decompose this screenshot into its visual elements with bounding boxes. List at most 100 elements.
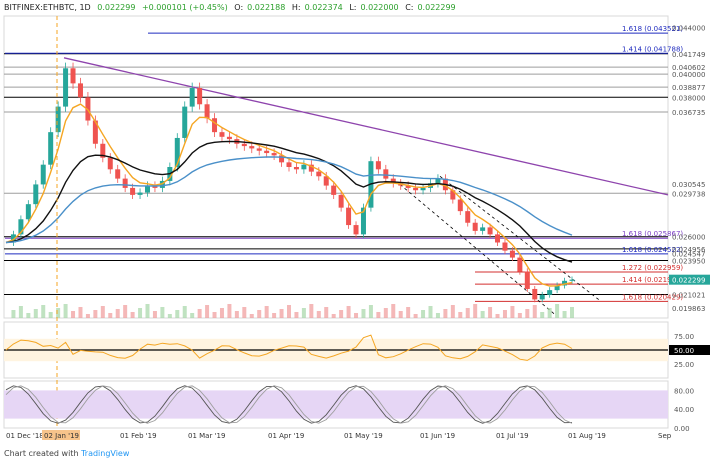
candle-body xyxy=(465,211,471,223)
stoch-axis-tick: 80.00 xyxy=(674,387,694,395)
ema-50-line xyxy=(5,140,573,263)
candle-body xyxy=(420,187,426,191)
volume-bar xyxy=(26,313,31,318)
volume-bar xyxy=(205,305,210,318)
candle-body xyxy=(77,83,83,98)
candle-body xyxy=(293,167,299,170)
tradingview-logo[interactable]: TradingView xyxy=(81,449,130,458)
price-axis-tick: 0.041749 xyxy=(672,51,705,59)
volume-bar xyxy=(18,306,23,318)
candle-body xyxy=(346,207,352,226)
candle-body xyxy=(554,285,560,291)
candle-body xyxy=(92,120,98,144)
ohlc-high: 0.022374 xyxy=(304,3,343,12)
candle-body xyxy=(323,176,329,186)
last-price: 0.022299 xyxy=(97,3,136,12)
fib-level-label: 1.618 (0.043521) xyxy=(622,25,683,33)
candle-body xyxy=(204,104,210,119)
volume-bar xyxy=(488,307,493,318)
price-axis-tick: 0.040602 xyxy=(672,64,705,72)
volume-bar xyxy=(346,306,351,318)
x-axis-tick: 01 Mar '19 xyxy=(188,432,225,440)
candle-body xyxy=(85,97,91,121)
volume-bar xyxy=(510,306,515,318)
volume-bar xyxy=(354,313,359,318)
price-axis-tick: 0.036735 xyxy=(672,109,705,117)
price-axis-tick: 0.030545 xyxy=(672,181,705,189)
price-axis-tick: 0.044000 xyxy=(672,25,705,33)
volume-bar xyxy=(85,314,90,318)
volume-bar xyxy=(33,309,38,318)
volume-bar xyxy=(130,312,135,318)
candle-body xyxy=(115,169,121,179)
candle-body xyxy=(10,234,16,243)
candle-body xyxy=(40,164,46,185)
ohlc-low-label: L: xyxy=(349,3,357,12)
price-axis-tick: 0.024547 xyxy=(672,251,705,259)
candle-body xyxy=(182,106,188,138)
candle-body xyxy=(517,257,523,272)
volume-bar xyxy=(212,312,217,318)
volume-bar xyxy=(331,314,336,318)
volume-bar xyxy=(219,308,224,318)
rsi-axis-tick: 75.00 xyxy=(674,333,694,341)
candle-body xyxy=(219,132,225,137)
volume-bar xyxy=(398,311,403,318)
volume-bar xyxy=(450,305,455,318)
volume-bar xyxy=(570,307,574,318)
volume-bar xyxy=(175,310,180,318)
volume-bar xyxy=(413,314,418,318)
rsi-axis-tick: 25.00 xyxy=(674,361,694,369)
candle-body xyxy=(457,199,463,212)
symbol-label[interactable]: BITFINEX:ETHBTC, 1D xyxy=(4,3,91,12)
stoch-axis-tick: 40.00 xyxy=(674,406,694,414)
volume-bar xyxy=(152,311,157,318)
volume-bar xyxy=(383,308,388,318)
candle-body xyxy=(450,190,456,200)
candle-body xyxy=(532,288,538,300)
candle-body xyxy=(279,155,285,163)
volume-bar xyxy=(376,312,381,318)
candle-body xyxy=(487,227,493,235)
x-axis-tick: 01 Apr '19 xyxy=(268,432,304,440)
price-axis-tick: 0.021021 xyxy=(672,292,705,300)
price-change: +0.000101 (+0.45%) xyxy=(141,3,228,12)
volume-bar xyxy=(123,305,128,318)
candle-body xyxy=(390,178,396,184)
stoch-k-line xyxy=(5,385,573,424)
ohlc-open-label: O: xyxy=(234,3,244,12)
candle-body xyxy=(383,169,389,179)
volume-bar xyxy=(78,307,83,318)
volume-bar xyxy=(361,309,366,318)
volume-bar xyxy=(287,305,291,318)
volume-bar xyxy=(41,305,46,318)
price-axis-tick: 0.029738 xyxy=(672,190,705,198)
volume-bar xyxy=(115,309,120,318)
ohlc-low: 0.022000 xyxy=(360,3,399,12)
volume-bar xyxy=(264,306,269,318)
volume-bar xyxy=(473,304,478,318)
x-axis-tick: 01 Feb '19 xyxy=(120,432,157,440)
candle-body xyxy=(375,161,381,170)
candle-body xyxy=(353,225,359,235)
volume-bar xyxy=(227,304,232,318)
price-axis-tick: 0.024956 xyxy=(672,246,706,254)
volume-bar xyxy=(242,307,247,318)
volume-bar xyxy=(48,312,53,318)
ema-100-line xyxy=(5,156,573,244)
chart-footer: Chart created with TradingView xyxy=(4,449,129,458)
candle-body xyxy=(316,171,322,177)
date-highlight-tag xyxy=(42,430,80,440)
volume-bar xyxy=(324,307,329,318)
price-axis-tick: 0.038000 xyxy=(672,94,705,102)
candle-body xyxy=(145,185,150,193)
fib-level-label: 1.618 (0.024522) xyxy=(622,246,683,254)
volume-bar xyxy=(182,306,187,318)
volume-bar xyxy=(93,310,98,318)
volume-bar xyxy=(279,309,284,318)
volume-bar xyxy=(540,312,545,318)
candle-body xyxy=(63,68,69,107)
candle-body xyxy=(122,178,128,188)
